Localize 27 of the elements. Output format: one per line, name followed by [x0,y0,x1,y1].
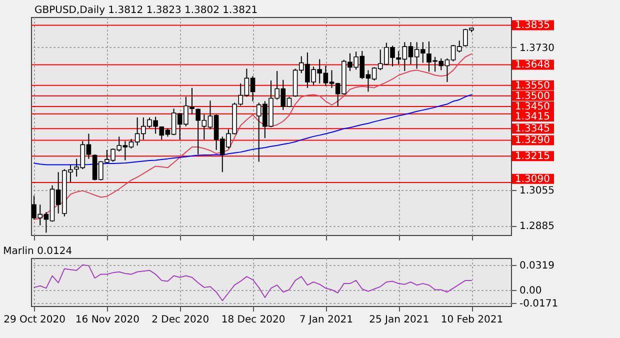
y-tick-label: -0.0171 [520,298,558,310]
x-tick-label: 18 Dec 2020 [221,314,286,326]
ref-line-label: 1.3550 [515,80,550,92]
ref-line-label: 1.3500 [515,90,550,102]
x-tick-label: 2 Dec 2020 [152,314,210,326]
x-tick-label: 16 Nov 2020 [75,314,140,326]
line-series [34,264,472,302]
x-tick-label: 29 Oct 2020 [4,314,66,326]
y-tick-label: 1.3055 [520,185,554,196]
ref-line-label: 1.3345 [515,124,550,135]
y-tick-label: 0.0319 [520,260,554,272]
y-tick-label: 0.00 [520,285,542,296]
x-tick-label: 25 Jan 2021 [369,314,430,326]
ref-line-label: 1.3215 [515,151,550,162]
y-tick-label: 1.2885 [520,221,554,232]
x-tick-label: 7 Jan 2021 [299,314,353,326]
y-tick-label: 1.3730 [520,42,554,54]
chart-title: GBPUSD,Daily 1.3812 1.3823 1.3802 1.3821 [34,5,258,16]
ref-line-label: 1.3090 [515,174,550,185]
chart-title: Marlin 0.0124 [3,246,72,257]
ref-line-label: 1.3290 [515,135,550,146]
ref-line-label: 1.3835 [515,20,550,32]
ref-line-label: 1.3415 [515,111,550,122]
line-series [34,94,472,166]
x-tick-label: 10 Feb 2021 [440,314,504,326]
ref-line-label: 1.3450 [515,101,550,112]
ref-line-label: 1.3648 [515,60,550,71]
